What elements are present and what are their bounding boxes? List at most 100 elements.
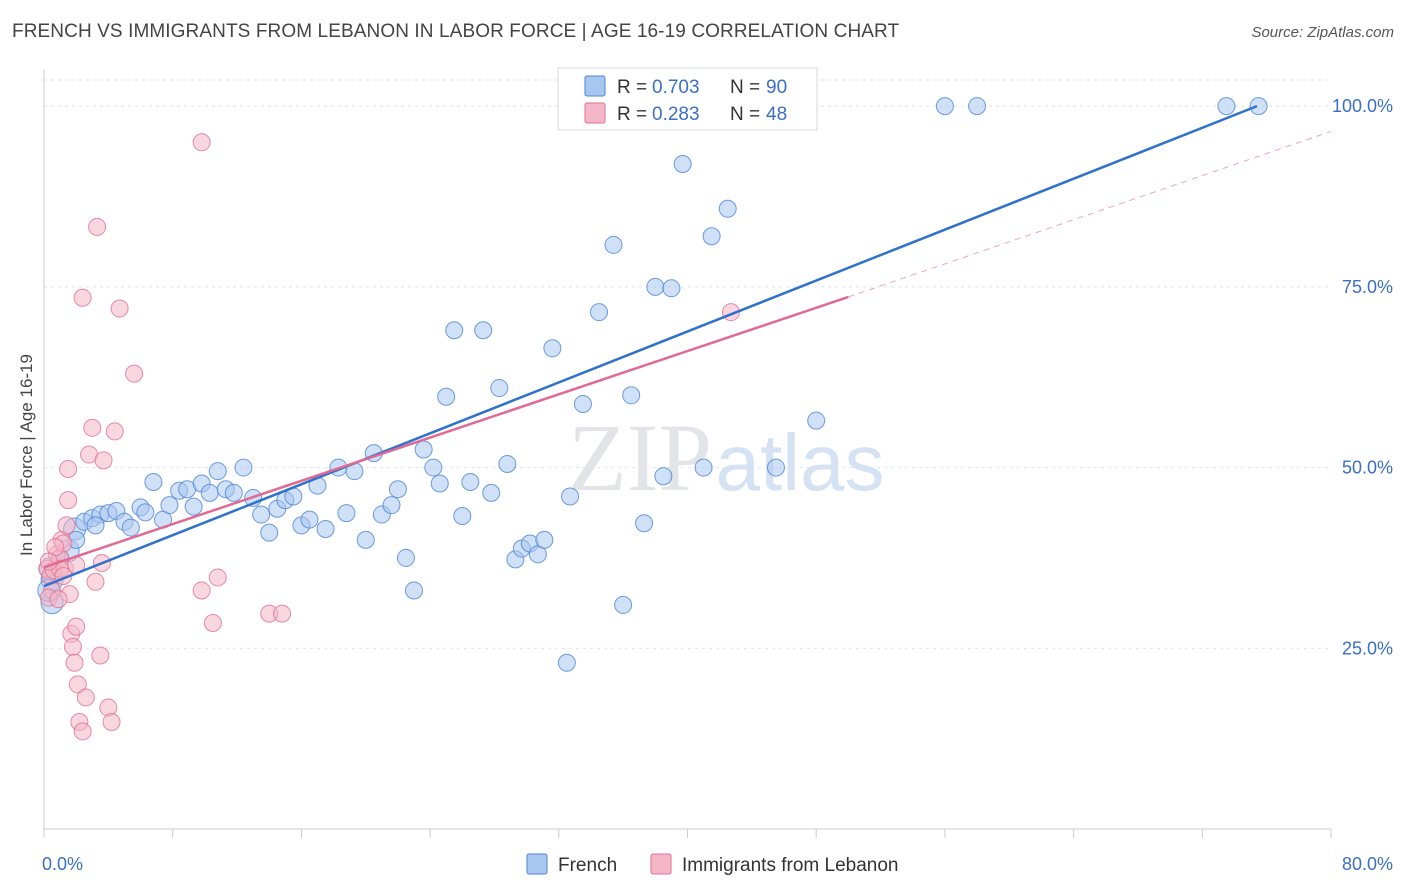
legend-n-value: 48 bbox=[766, 104, 787, 125]
legend-swatch bbox=[584, 75, 606, 97]
data-point bbox=[356, 530, 375, 549]
data-point bbox=[76, 688, 95, 707]
data-point bbox=[604, 235, 623, 254]
data-point bbox=[437, 387, 456, 406]
data-point bbox=[498, 454, 517, 473]
data-point bbox=[94, 451, 113, 470]
data-point bbox=[718, 199, 737, 218]
data-point bbox=[144, 473, 163, 492]
data-point bbox=[273, 604, 292, 623]
data-point bbox=[203, 613, 222, 632]
data-point bbox=[573, 394, 592, 413]
data-point bbox=[125, 364, 144, 383]
series-legend: French Immigrants from Lebanon bbox=[526, 853, 899, 876]
data-point bbox=[1217, 97, 1236, 116]
data-point bbox=[590, 303, 609, 322]
data-point bbox=[192, 133, 211, 152]
data-point bbox=[208, 462, 227, 481]
data-point bbox=[59, 460, 78, 479]
data-point bbox=[535, 530, 554, 549]
y-tick-label: 25.0% bbox=[1342, 638, 1393, 658]
data-point bbox=[73, 288, 92, 307]
trendline-lebanon bbox=[43, 295, 849, 569]
data-point bbox=[252, 505, 271, 524]
y-tick-label: 75.0% bbox=[1342, 277, 1393, 297]
data-point bbox=[673, 154, 692, 173]
data-point bbox=[694, 458, 713, 477]
data-point bbox=[192, 581, 211, 600]
data-point bbox=[184, 497, 203, 516]
legend-n-label: N = bbox=[730, 77, 760, 98]
data-point bbox=[121, 518, 140, 537]
data-point bbox=[614, 595, 633, 614]
data-point bbox=[200, 483, 219, 502]
legend-n-label: N = bbox=[730, 104, 760, 125]
data-point bbox=[662, 279, 681, 298]
correlation-legend: R = 0.703 N = 90 R = 0.283 N = 48 bbox=[557, 67, 818, 131]
data-point bbox=[39, 552, 58, 571]
data-point bbox=[968, 97, 987, 116]
data-point bbox=[160, 496, 179, 515]
data-point bbox=[102, 713, 121, 732]
data-point bbox=[224, 483, 243, 502]
data-point bbox=[88, 217, 107, 236]
legend-swatch bbox=[526, 853, 548, 875]
data-point bbox=[405, 581, 424, 600]
legend-r-label: R = bbox=[617, 104, 647, 125]
data-point bbox=[86, 516, 105, 535]
data-point bbox=[1249, 97, 1268, 116]
data-point bbox=[388, 480, 407, 499]
y-axis-label: In Labor Force | Age 16-19 bbox=[17, 354, 36, 556]
data-point bbox=[67, 617, 86, 636]
data-point bbox=[396, 548, 415, 567]
y-tick-label: 50.0% bbox=[1342, 458, 1393, 478]
data-point bbox=[59, 491, 78, 510]
trendline-french bbox=[43, 104, 1258, 588]
data-point bbox=[490, 379, 509, 398]
data-point bbox=[65, 653, 84, 672]
data-point bbox=[136, 503, 155, 522]
data-point bbox=[474, 321, 493, 340]
trendline-lebanon-extension bbox=[848, 130, 1332, 298]
data-point bbox=[622, 386, 641, 405]
data-point bbox=[105, 422, 124, 441]
data-point bbox=[766, 458, 785, 477]
legend-swatch bbox=[584, 102, 606, 124]
data-point bbox=[382, 496, 401, 515]
data-point bbox=[91, 646, 110, 665]
data-point bbox=[73, 722, 92, 741]
data-point bbox=[445, 321, 464, 340]
data-point bbox=[453, 507, 472, 526]
chart-title: FRENCH VS IMMIGRANTS FROM LEBANON IN LAB… bbox=[12, 21, 900, 42]
data-point bbox=[543, 339, 562, 358]
series-lebanon bbox=[38, 133, 740, 741]
data-point bbox=[654, 467, 673, 486]
data-point bbox=[234, 458, 253, 477]
data-point bbox=[316, 520, 335, 539]
data-point bbox=[63, 637, 82, 656]
data-point bbox=[208, 568, 227, 587]
legend-swatch bbox=[650, 853, 672, 875]
legend-n-value: 90 bbox=[766, 77, 787, 98]
legend-r-value: 0.283 bbox=[652, 104, 700, 125]
data-point bbox=[68, 675, 87, 694]
data-point bbox=[57, 516, 76, 535]
x-tick-label: 80.0% bbox=[1342, 854, 1393, 874]
watermark-atlas: atlas bbox=[716, 418, 885, 507]
x-tick-label: 0.0% bbox=[42, 854, 83, 874]
data-point bbox=[260, 523, 279, 542]
data-point bbox=[83, 418, 102, 437]
watermark-zip: ZIP bbox=[568, 404, 712, 511]
data-point bbox=[635, 514, 654, 533]
data-point bbox=[646, 277, 665, 296]
data-point bbox=[557, 653, 576, 672]
data-point bbox=[300, 510, 319, 529]
legend-series-name: Immigrants from Lebanon bbox=[682, 855, 899, 876]
legend-series-name: French bbox=[558, 855, 617, 876]
data-point bbox=[424, 458, 443, 477]
source-label: Source: ZipAtlas.com bbox=[1251, 24, 1394, 41]
y-tick-label: 100.0% bbox=[1332, 96, 1393, 116]
data-point bbox=[430, 474, 449, 493]
data-point bbox=[807, 411, 826, 430]
